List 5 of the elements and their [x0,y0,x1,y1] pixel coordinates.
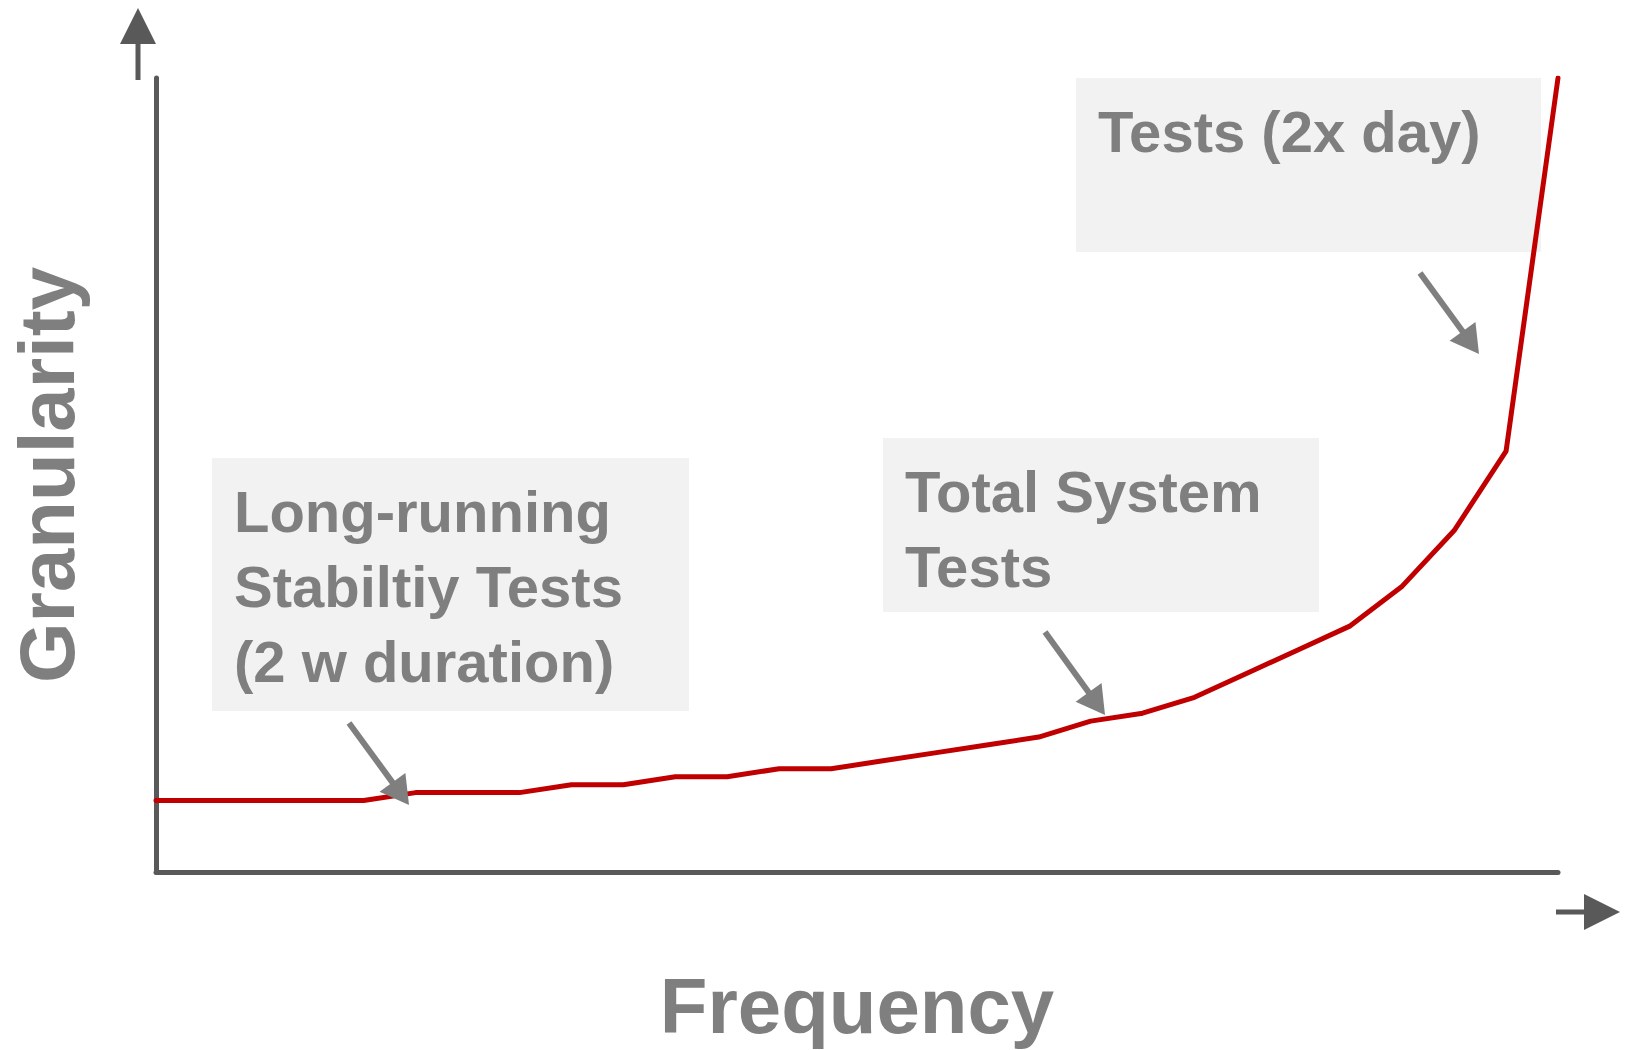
annotation: Tests (2x day) [1098,99,1481,164]
y-axis-title: Granularity [3,266,91,684]
x-axis-title: Frequency [659,962,1055,1050]
annotation: Long-running Stabiltiy Tests (2 w duration) [234,479,623,694]
annotation: Total System Tests [905,459,1262,599]
